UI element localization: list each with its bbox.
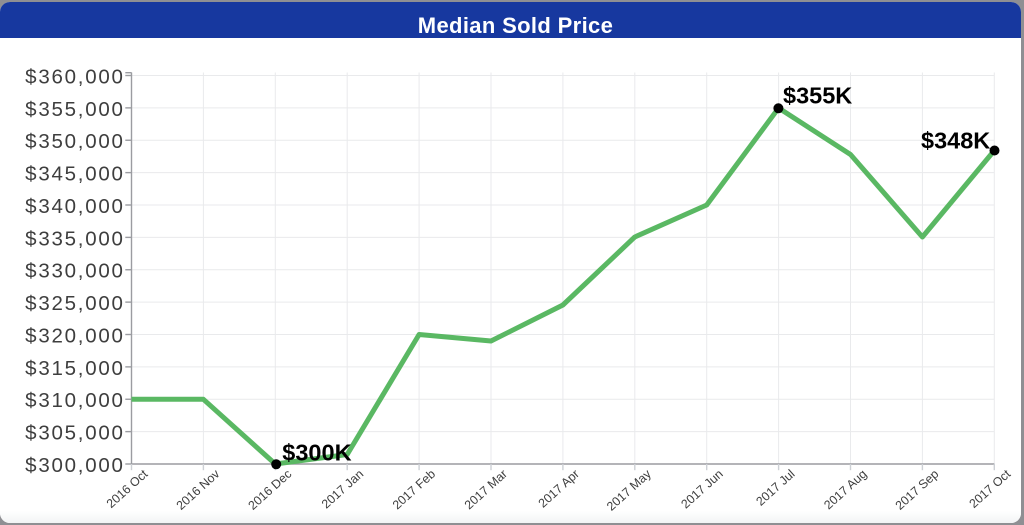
svg-text:2017 Aug: 2017 Aug — [821, 467, 869, 513]
svg-text:$335,000: $335,000 — [25, 227, 125, 250]
svg-text:$305,000: $305,000 — [25, 422, 125, 445]
svg-text:2017 Feb: 2017 Feb — [390, 467, 438, 513]
svg-text:$325,000: $325,000 — [25, 292, 125, 315]
svg-text:2017 Jul: 2017 Jul — [753, 467, 797, 509]
svg-text:$355K: $355K — [783, 83, 852, 109]
svg-text:$320,000: $320,000 — [25, 324, 125, 347]
svg-text:2017 Jan: 2017 Jan — [319, 467, 366, 512]
svg-text:$330,000: $330,000 — [25, 260, 125, 283]
svg-text:$340,000: $340,000 — [25, 195, 125, 218]
svg-text:$360,000: $360,000 — [25, 65, 125, 88]
svg-text:2017 Mar: 2017 Mar — [462, 467, 510, 512]
svg-text:2016 Nov: 2016 Nov — [174, 466, 223, 512]
svg-text:2017 Sep: 2017 Sep — [893, 467, 942, 513]
svg-text:$348K: $348K — [921, 128, 990, 154]
svg-text:2017 Apr: 2017 Apr — [536, 467, 582, 511]
svg-text:2017 Oct: 2017 Oct — [967, 466, 1014, 510]
svg-text:2017 May: 2017 May — [604, 466, 654, 513]
svg-text:$300,000: $300,000 — [25, 454, 125, 477]
svg-text:$345,000: $345,000 — [25, 163, 125, 186]
svg-text:2017 Jun: 2017 Jun — [678, 467, 725, 512]
svg-text:$315,000: $315,000 — [25, 357, 125, 380]
svg-text:$310,000: $310,000 — [25, 389, 125, 412]
svg-text:$355,000: $355,000 — [25, 98, 125, 121]
svg-text:$350,000: $350,000 — [25, 130, 125, 153]
svg-text:$300K: $300K — [282, 440, 351, 466]
svg-text:2016 Dec: 2016 Dec — [246, 467, 295, 513]
